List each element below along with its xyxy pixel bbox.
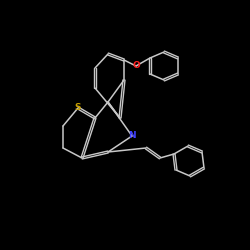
Text: S: S (75, 104, 81, 112)
Text: O: O (132, 62, 140, 70)
Text: N: N (128, 132, 136, 140)
